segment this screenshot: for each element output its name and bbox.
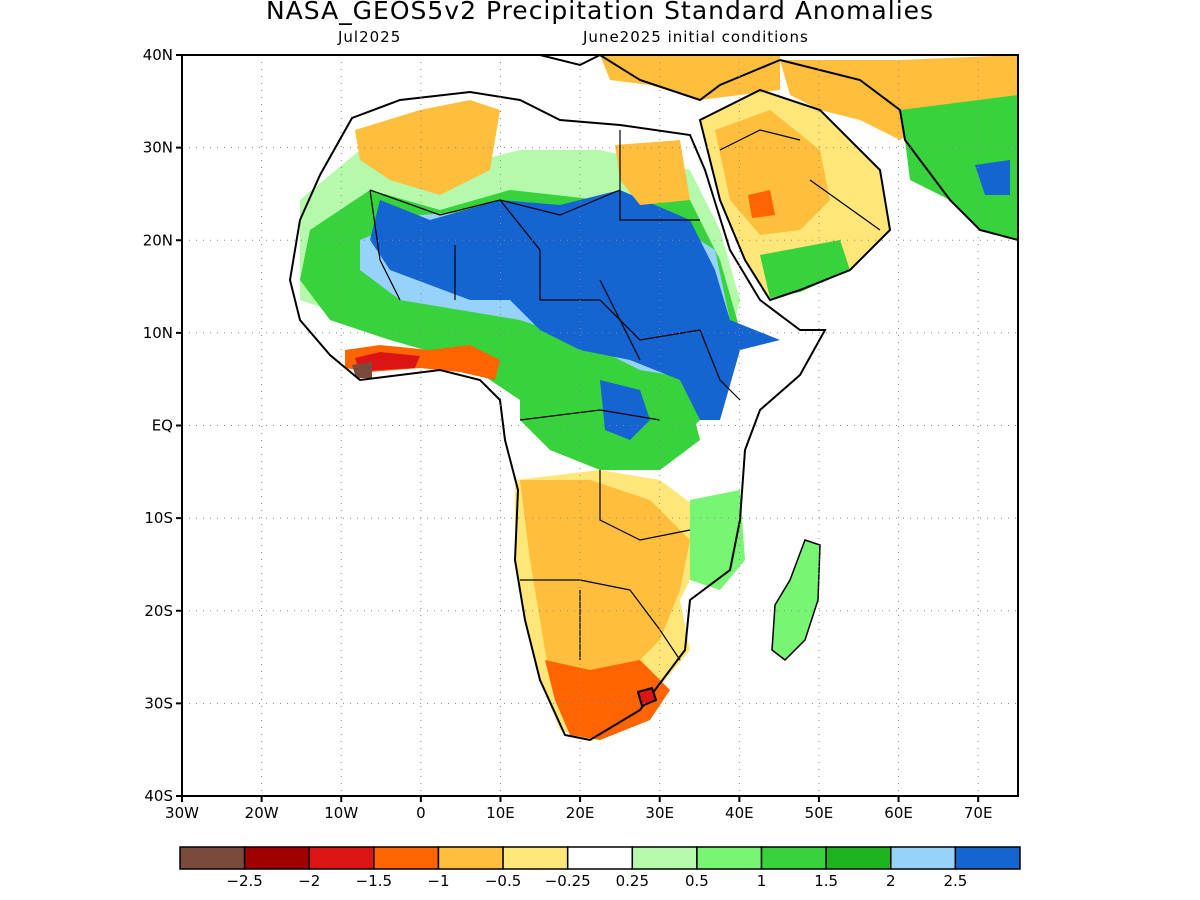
mediterranean-north-dry bbox=[600, 55, 780, 100]
axis-ticks bbox=[176, 54, 980, 802]
colorbar-label: −0.25 bbox=[545, 872, 591, 890]
egypt-dry bbox=[615, 140, 690, 205]
southern-africa-dry bbox=[520, 480, 690, 700]
lon-label: 30E bbox=[645, 804, 674, 822]
lon-label: 10W bbox=[324, 804, 358, 822]
colorbar-label: 0.5 bbox=[685, 872, 709, 890]
subtitle-initial-conditions: June2025 initial conditions bbox=[583, 28, 809, 46]
colorbar-swatch bbox=[825, 846, 892, 870]
map-title: NASA_GEOS5v2 Precipitation Standard Anom… bbox=[265, 0, 935, 25]
colorbar-label: −0.5 bbox=[485, 872, 521, 890]
colorbar bbox=[179, 846, 1021, 870]
latitude-labels: 40N 30N 20N 10N EQ 10S 20S 30S 40S bbox=[143, 46, 173, 805]
lon-label: 60E bbox=[884, 804, 913, 822]
colorbar-swatch bbox=[696, 846, 763, 870]
lat-label: 30S bbox=[144, 694, 173, 712]
colorbar-swatch bbox=[502, 846, 569, 870]
lat-label: EQ bbox=[152, 417, 173, 435]
lat-label: 30N bbox=[143, 139, 173, 157]
south-africa-dry-strong bbox=[545, 660, 670, 740]
arabia-dry bbox=[715, 110, 830, 235]
lon-label: 20W bbox=[245, 804, 279, 822]
pakistan-wet-blue bbox=[975, 160, 1010, 195]
colorbar-swatch bbox=[308, 846, 375, 870]
colorbar-label: −1.5 bbox=[356, 872, 392, 890]
colorbar-label: 0.25 bbox=[616, 872, 649, 890]
colorbar-swatch bbox=[954, 846, 1021, 870]
lat-label: 20N bbox=[143, 231, 173, 249]
arabia-dry-strong bbox=[748, 190, 775, 218]
lon-label: 70E bbox=[964, 804, 993, 822]
lat-label: 40S bbox=[144, 787, 173, 805]
guinea-coast-dry-extreme bbox=[352, 362, 372, 378]
yemen-wet bbox=[760, 240, 850, 298]
colorbar-swatch bbox=[437, 846, 504, 870]
subtitle-month: Jul2025 bbox=[338, 28, 402, 46]
lon-label: 50E bbox=[805, 804, 834, 822]
lat-label: 10N bbox=[143, 324, 173, 342]
colorbar-swatch bbox=[760, 846, 827, 870]
lat-label: 20S bbox=[144, 602, 173, 620]
lon-label: 0 bbox=[416, 804, 426, 822]
anomaly-field bbox=[290, 55, 1018, 740]
colorbar-swatch bbox=[179, 846, 246, 870]
lon-label: 20E bbox=[566, 804, 595, 822]
colorbar-swatch bbox=[890, 846, 957, 870]
colorbar-label: 1.5 bbox=[814, 872, 838, 890]
colorbar-label: 2.5 bbox=[943, 872, 967, 890]
longitude-labels: 30W 20W 10W 0 10E 20E 30E 40E 50E 60E 70E bbox=[165, 804, 992, 822]
colorbar-swatch bbox=[566, 846, 634, 870]
country-borders bbox=[369, 129, 881, 661]
colorbar-swatch bbox=[631, 846, 698, 870]
lon-label: 40E bbox=[725, 804, 754, 822]
lat-label: 10S bbox=[144, 509, 173, 527]
colorbar-label: −1 bbox=[427, 872, 449, 890]
coastlines bbox=[288, 55, 1018, 742]
lon-label: 30W bbox=[165, 804, 199, 822]
lon-label: 10E bbox=[486, 804, 515, 822]
colorbar-label: 1 bbox=[757, 872, 767, 890]
lat-label: 40N bbox=[143, 46, 173, 64]
lesotho-outline bbox=[636, 686, 658, 708]
colorbar-label: −2 bbox=[298, 872, 320, 890]
colorbar-labels: −2.5 −2 −1.5 −1 −0.5 −0.25 0.25 0.5 1 1.5 2 2.5 bbox=[226, 872, 967, 890]
colorbar-label: 2 bbox=[886, 872, 896, 890]
colorbar-label: −2.5 bbox=[226, 872, 262, 890]
madagascar bbox=[771, 539, 821, 661]
colorbar-swatch bbox=[373, 846, 440, 870]
pakistan-wet bbox=[900, 95, 1018, 240]
colorbar-swatch bbox=[243, 846, 310, 870]
sahel-wet-blue bbox=[370, 190, 780, 420]
